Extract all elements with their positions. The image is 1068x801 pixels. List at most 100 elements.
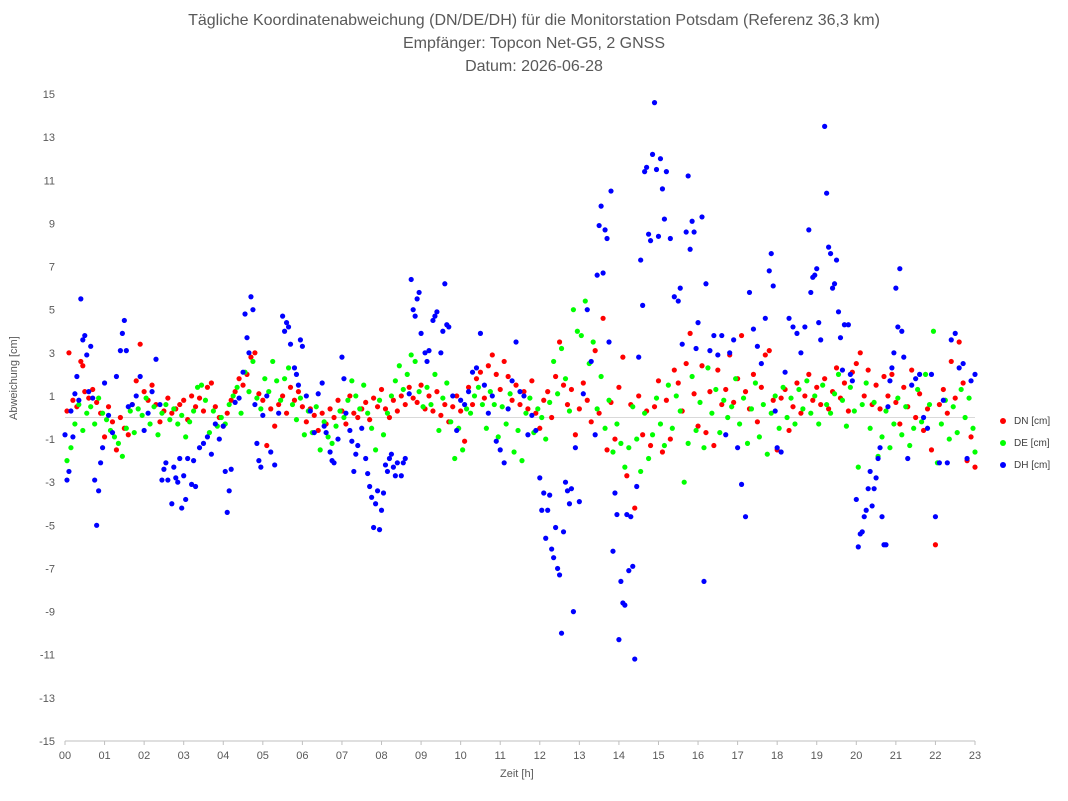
data-point-dn — [192, 404, 199, 410]
data-point-de — [218, 414, 224, 421]
data-point-de — [574, 328, 580, 334]
data-point-de — [958, 386, 964, 393]
data-point-dn — [493, 371, 499, 377]
data-point-de — [503, 421, 509, 427]
data-point-de — [206, 429, 213, 436]
data-point-de — [582, 298, 588, 304]
data-point-dh — [699, 214, 705, 220]
data-point-de — [448, 419, 454, 425]
data-point-de — [131, 429, 137, 436]
data-point-dh — [794, 330, 800, 336]
data-point-dh — [952, 330, 958, 336]
data-point-de — [349, 378, 355, 384]
data-point-de — [879, 434, 885, 440]
data-point-de — [250, 358, 256, 365]
data-point-dh — [956, 365, 962, 371]
data-point-dn — [501, 358, 507, 365]
data-point-dh — [689, 218, 695, 224]
data-point-dn — [189, 393, 195, 399]
data-point-de — [626, 445, 632, 451]
data-point-dn — [818, 401, 824, 408]
data-point-dn — [576, 406, 582, 412]
data-point-dh — [824, 190, 830, 196]
data-point-dn — [157, 419, 163, 425]
data-point-dh — [806, 227, 812, 233]
data-point-dh — [88, 343, 94, 349]
data-point-dh — [948, 337, 954, 343]
data-point-de — [972, 449, 978, 455]
data-point-dh — [163, 460, 169, 466]
data-point-dn — [873, 382, 879, 388]
data-point-dh — [347, 427, 353, 434]
data-point-dn — [742, 389, 749, 395]
data-point-de — [764, 451, 770, 457]
data-point-dh — [562, 479, 569, 485]
data-point-de — [301, 432, 307, 438]
data-point-de — [230, 393, 236, 399]
data-point-de — [634, 436, 640, 442]
data-point-dh — [68, 408, 74, 414]
data-point-dn — [410, 395, 416, 401]
data-point-dn — [458, 408, 464, 414]
data-point-dh — [707, 348, 713, 354]
chart-subtitle-receiver: Empfänger: Topcon Net-G5, 2 GNSS — [402, 35, 666, 52]
data-point-dh — [909, 382, 915, 388]
data-point-dh — [638, 257, 644, 263]
data-point-dn — [394, 408, 400, 414]
data-point-dh — [412, 313, 418, 319]
data-point-de — [891, 421, 897, 427]
data-point-dh — [406, 391, 412, 397]
data-point-de — [847, 384, 853, 390]
data-point-dh — [394, 460, 400, 466]
data-point-dh — [173, 475, 179, 481]
data-point-dh — [382, 462, 389, 468]
data-point-dh — [295, 382, 302, 388]
data-point-de — [547, 399, 553, 406]
data-point-dh — [566, 501, 573, 507]
data-point-dh — [711, 332, 717, 339]
data-point-dh — [826, 244, 832, 250]
data-point-de — [930, 328, 937, 334]
data-point-dn — [367, 417, 373, 423]
data-point-dh — [677, 285, 683, 291]
data-point-de — [558, 345, 565, 352]
data-point-de — [709, 410, 715, 416]
data-point-dn — [378, 386, 385, 393]
data-point-dh — [228, 466, 234, 472]
data-point-dh — [355, 442, 361, 449]
data-point-dn — [426, 393, 432, 399]
data-point-dn — [790, 404, 796, 410]
data-point-de — [210, 408, 216, 414]
x-tick-label: 04 — [217, 750, 229, 762]
data-point-dn — [663, 397, 669, 403]
x-tick-label: 06 — [296, 750, 308, 762]
data-point-dn — [857, 350, 863, 356]
data-point-de — [119, 453, 125, 459]
data-point-dh — [768, 250, 774, 257]
data-point-de — [970, 425, 976, 431]
data-point-dn — [109, 419, 116, 425]
legend-marker-dh — [1000, 462, 1006, 468]
data-point-dh — [893, 285, 899, 291]
data-point-de — [839, 397, 846, 403]
data-point-dn — [248, 354, 254, 360]
data-point-dn — [924, 406, 931, 412]
data-point-dh — [264, 393, 270, 399]
x-tick-label: 00 — [59, 750, 71, 762]
data-point-dn — [564, 401, 571, 408]
data-point-dn — [283, 410, 290, 416]
data-point-de — [151, 404, 157, 410]
data-point-dn — [810, 397, 816, 403]
data-point-de — [523, 410, 529, 416]
data-point-dh — [770, 283, 776, 289]
data-point-dh — [341, 376, 347, 382]
data-point-dh — [602, 227, 608, 233]
data-point-de — [357, 406, 363, 412]
data-point-de — [96, 395, 102, 401]
data-point-de — [507, 391, 513, 397]
data-point-dn — [252, 350, 258, 356]
data-point-dh — [703, 281, 709, 287]
data-point-dh — [560, 529, 567, 535]
data-point-dn — [952, 395, 958, 401]
